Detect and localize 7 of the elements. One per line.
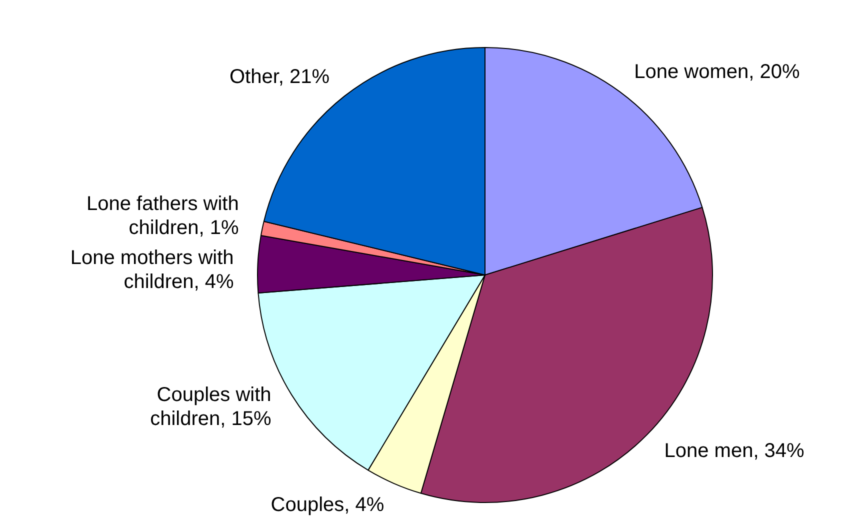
slice-label: Lone fathers with children, 1%: [86, 192, 240, 239]
slice-label: Couples with children, 15%: [150, 384, 272, 430]
slice-label: Couples, 4%: [270, 494, 384, 516]
slice-label: Other, 21%: [229, 66, 330, 88]
slice-label: Lone men, 34%: [664, 440, 805, 462]
slice-label: Lone mothers with children, 4%: [70, 246, 234, 293]
slice-label: Lone women, 20%: [634, 60, 800, 83]
